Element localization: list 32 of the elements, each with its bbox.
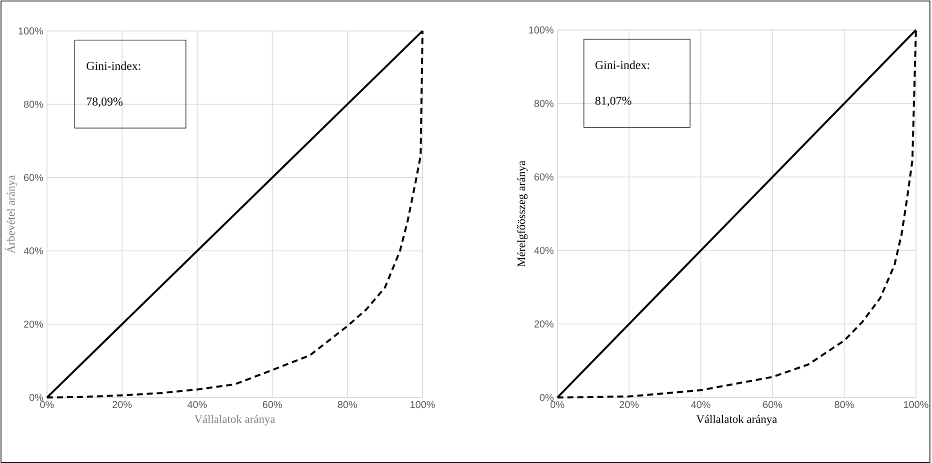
x-axis-title: Vállalatok aránya [194, 414, 276, 426]
annotation: Gini-index: [595, 60, 650, 69]
y-tick-label: 20% [534, 320, 554, 328]
y-tick-label: 40% [534, 246, 554, 254]
y-tick-label: 60% [534, 173, 554, 180]
y-tick-label: 100% [529, 26, 554, 34]
x-tick-label: 0% [550, 400, 564, 408]
x-tick-label: 0% [40, 400, 54, 408]
x-tick-label: 100% [410, 400, 435, 408]
y-tick-label: 0% [29, 394, 44, 401]
x-tick-label: 20% [112, 400, 132, 408]
x-tick-label: 80% [834, 400, 854, 408]
annotation: 78,09% [86, 97, 123, 108]
x-tick-label: 40% [187, 400, 207, 408]
y-tick-label: 100% [18, 27, 44, 34]
y-tick-label: 80% [534, 100, 554, 107]
y-tick-label: 0% [540, 394, 554, 401]
annotation: Gini-index: [86, 61, 140, 70]
x-axis-title: Vállalatok aránya [696, 414, 778, 426]
y-tick-label: 60% [24, 174, 44, 181]
x-tick-label: 80% [338, 400, 358, 408]
annotation: 81,07% [595, 96, 632, 106]
y-axis-title: Mérelgfőösszeg aránya [517, 160, 528, 266]
x-tick-label: 60% [763, 400, 782, 408]
y-tick-label: 80% [24, 100, 44, 108]
y-tick-label: 40% [24, 247, 44, 254]
x-tick-label: 60% [262, 400, 282, 408]
x-tick-label: 40% [691, 400, 710, 408]
y-tick-label: 20% [24, 320, 44, 328]
y-axis-title: Árbevétel aránya [4, 174, 18, 254]
x-tick-label: 100% [904, 400, 928, 408]
x-tick-label: 20% [620, 400, 639, 408]
